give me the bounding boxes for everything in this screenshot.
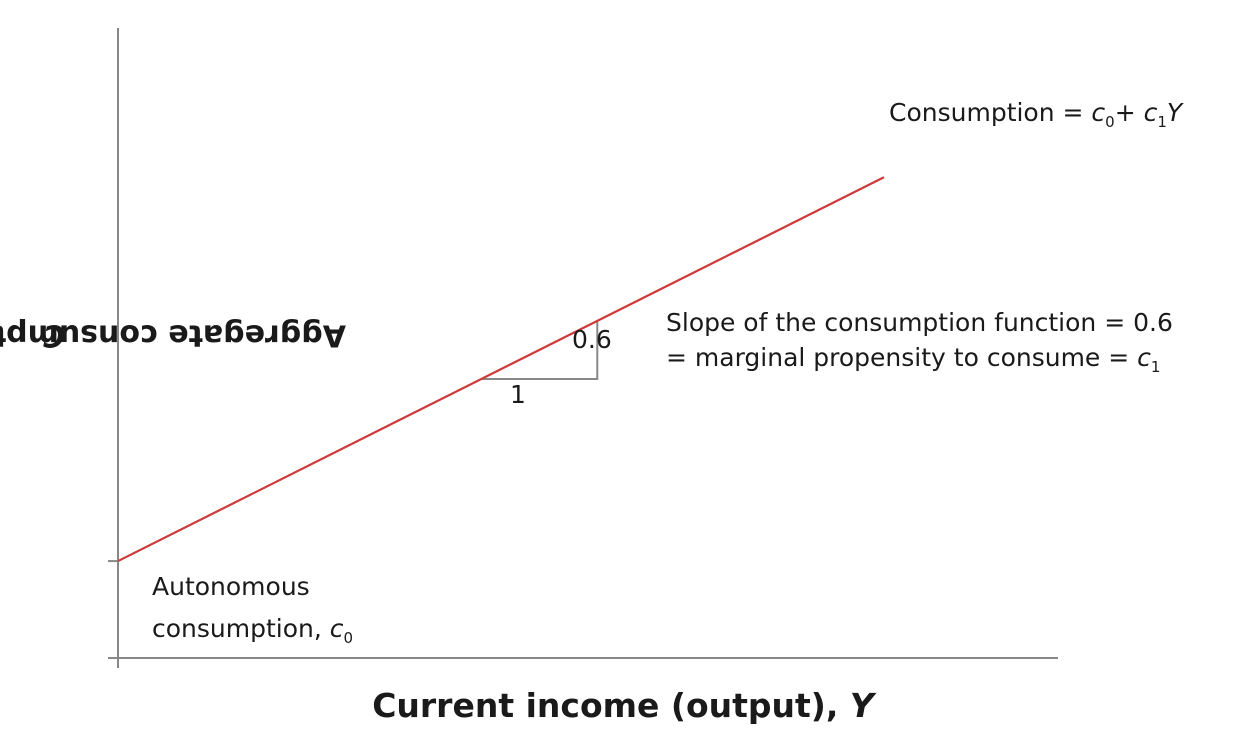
autonomous-symbol: c — [329, 614, 344, 643]
consumption-line — [117, 176, 885, 563]
c0-subscript: 0 — [1105, 113, 1115, 131]
x-axis-variable: Y — [849, 686, 874, 725]
c1-subscript: 1 — [1157, 113, 1167, 131]
slope-annotation-text: = marginal propensity to consume = — [666, 343, 1138, 372]
plus-sign: + — [1114, 98, 1144, 127]
x-axis-label-text: Current income (output), — [372, 686, 850, 725]
slope-rise-label: 0.6 — [572, 325, 612, 354]
autonomous-text: consumption, — [152, 614, 330, 643]
consumption-line-label: Consumption = c0+ c1Y — [889, 96, 1182, 130]
autonomous-label-line1: Autonomous — [152, 572, 310, 601]
slope-triangle — [481, 320, 599, 381]
y-axis-variable: C — [42, 317, 66, 353]
slope-annotation-line2: = marginal propensity to consume = c1 — [666, 341, 1160, 375]
autonomous-subscript: 0 — [343, 629, 354, 647]
mpc-subscript: 1 — [1150, 358, 1161, 376]
consumption-label-text: Consumption = — [889, 98, 1092, 127]
c1-symbol: c — [1143, 98, 1158, 127]
autonomous-label-line2: consumption, c0 — [152, 612, 353, 646]
slope-run-label: 1 — [510, 380, 526, 409]
mpc-symbol: c — [1137, 343, 1151, 372]
slope-annotation-line1: Slope of the consumption function = 0.6 — [666, 308, 1173, 337]
x-axis-label: Current income (output), Y — [0, 686, 1246, 725]
y-symbol: Y — [1166, 98, 1183, 127]
c0-symbol: c — [1091, 98, 1106, 127]
